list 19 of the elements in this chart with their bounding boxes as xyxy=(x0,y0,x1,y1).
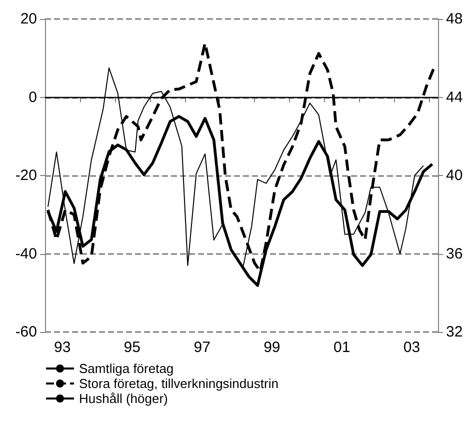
y2-tick-label: 40 xyxy=(446,167,463,184)
y-tick-label: -40 xyxy=(15,245,37,262)
y2-tick-label: 44 xyxy=(446,88,463,106)
y2-tick-label: 36 xyxy=(446,245,463,262)
legend-label: Hushåll (höger) xyxy=(79,391,168,406)
y2-tick-label: 32 xyxy=(446,324,463,340)
x-tick-label: 93 xyxy=(54,339,71,356)
legend-label: Stora företag, tillverkningsindustrin xyxy=(79,376,278,391)
x-tick-label: 97 xyxy=(194,339,210,356)
y-tick-label: 0 xyxy=(28,88,37,106)
legend-label: Samtliga företag xyxy=(79,361,174,376)
x-tick-label: 01 xyxy=(334,339,350,356)
x-tick-label: 03 xyxy=(403,339,420,356)
y2-tick-label: 48 xyxy=(446,10,463,28)
x-tick-label: 95 xyxy=(124,339,140,356)
y-tick-label: -60 xyxy=(15,324,37,340)
x-tick-label: 99 xyxy=(264,339,280,356)
y-tick-label: 20 xyxy=(20,10,37,28)
y-tick-label: -20 xyxy=(15,167,37,184)
